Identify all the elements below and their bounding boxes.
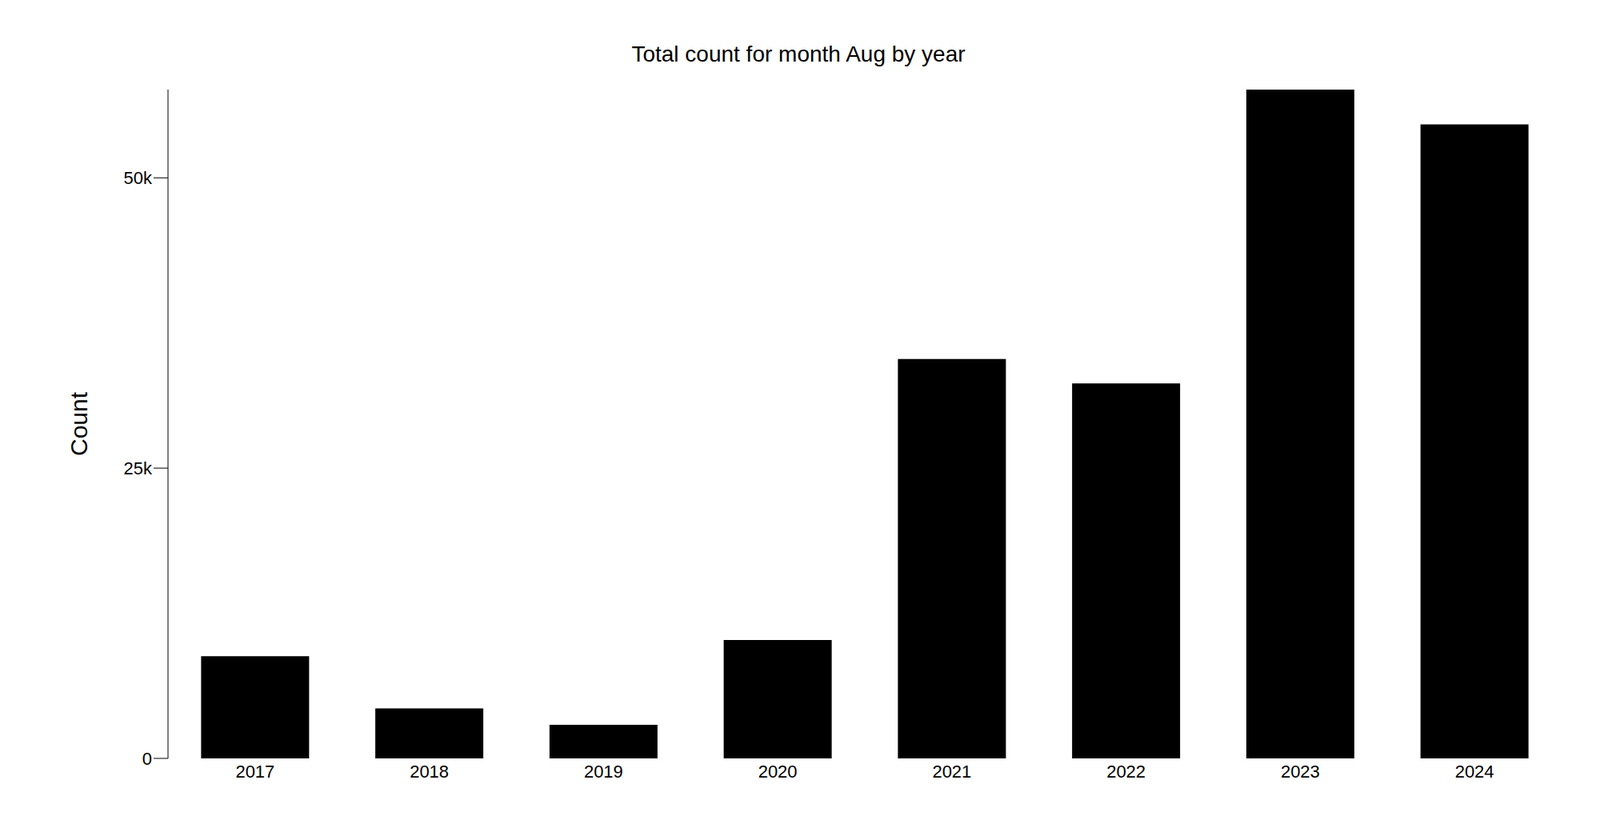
svg-text:0: 0 — [142, 748, 152, 769]
html-text:Total count for month Aug by y: Total count for month Aug by year — [631, 41, 966, 67]
svg-text:2017: 2017 — [235, 761, 275, 782]
svg-text:2023: 2023 — [1280, 761, 1320, 782]
svg-text:2019: 2019 — [584, 761, 624, 782]
svg-text:2018: 2018 — [409, 761, 449, 782]
svg-text:50k: 50k — [124, 168, 153, 188]
svg-text:2024: 2024 — [1455, 761, 1495, 782]
svg-text:2022: 2022 — [1106, 761, 1146, 782]
svg-text:2020: 2020 — [758, 761, 798, 782]
svg-text:25k: 25k — [124, 458, 153, 479]
svg-text:Count: Count — [65, 391, 92, 456]
svg-text:2021: 2021 — [932, 761, 972, 782]
